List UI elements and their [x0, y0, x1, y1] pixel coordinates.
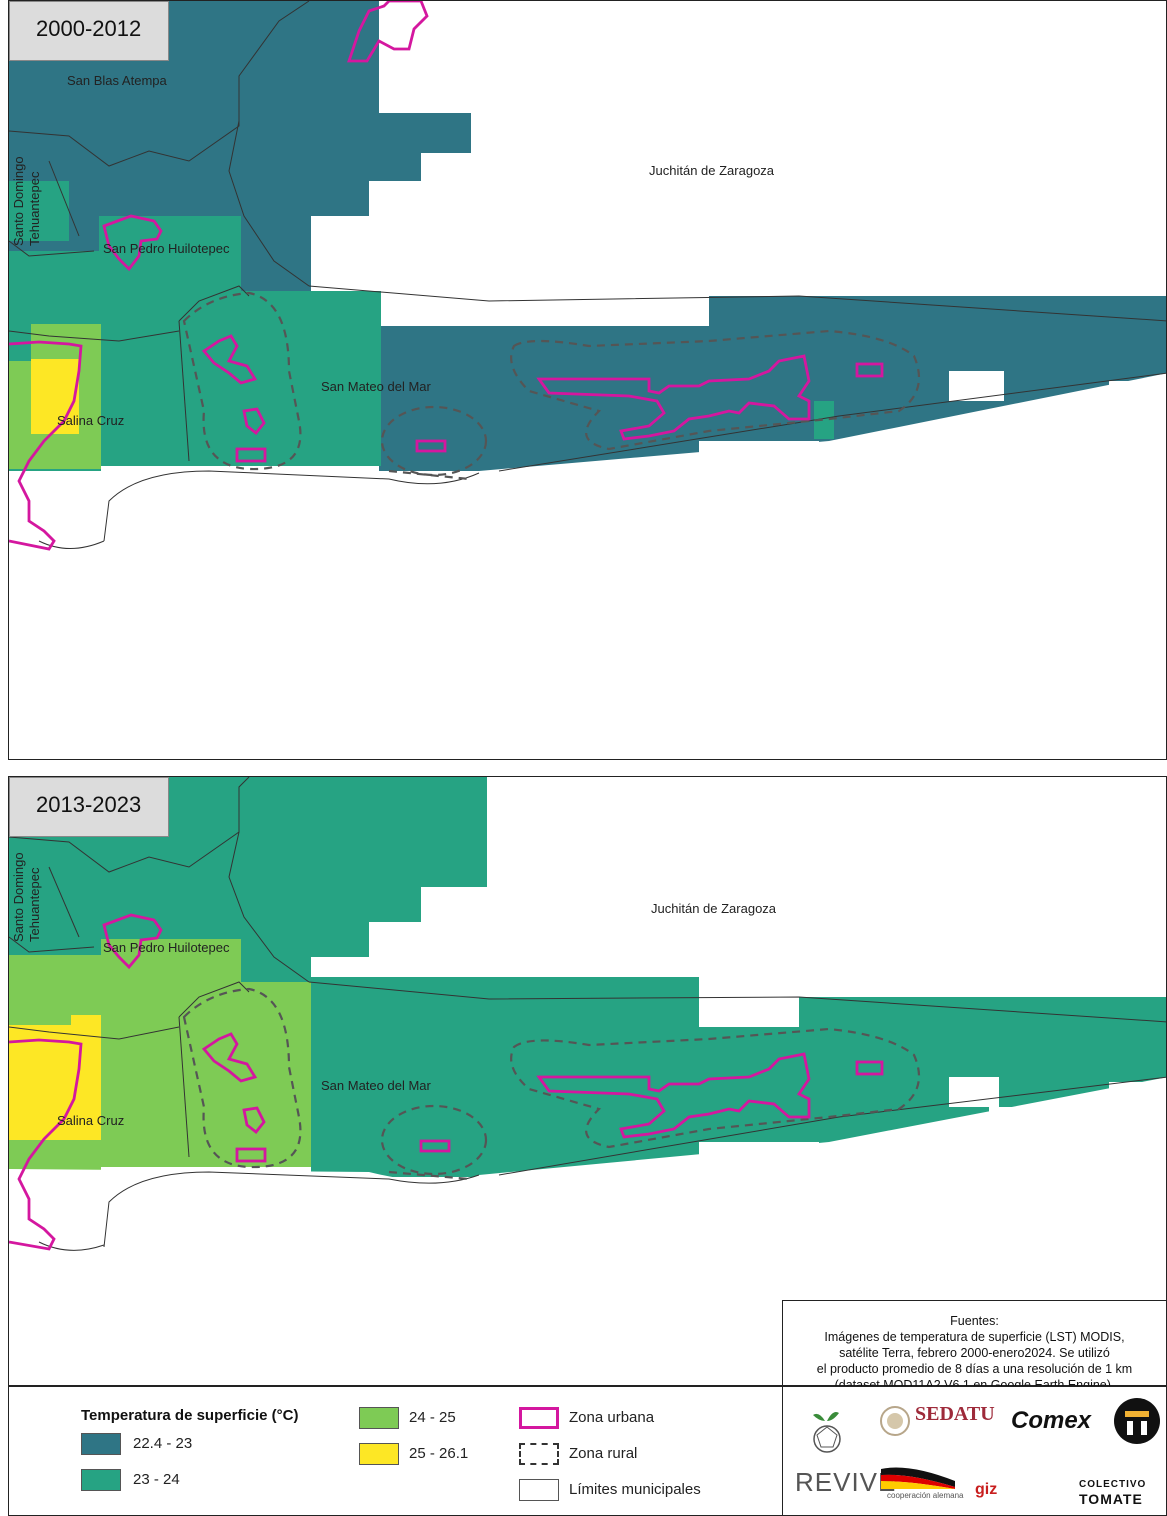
temperature-map-2013-2023 [9, 777, 1166, 1385]
giz-logo: giz [975, 1481, 998, 1498]
tomate-logo: TOMATE [1079, 1491, 1143, 1507]
cooperacion-logo: cooperación alemana [887, 1491, 964, 1500]
label-salina-cruz: Salina Cruz [57, 1113, 125, 1128]
comex-logo: Comex [1011, 1407, 1092, 1434]
label-santo-domingo: Santo Domingo [11, 852, 26, 942]
revive-network-icon [813, 1412, 841, 1453]
legend-label-22-23: 22.4 - 23 [133, 1435, 193, 1452]
label-san-mateo: San Mateo del Mar [321, 1078, 431, 1093]
legend-label-urban: Zona urbana [569, 1409, 655, 1426]
label-juchitan: Juchitán de Zaragoza [651, 901, 777, 916]
swatch-25-26 [359, 1443, 399, 1465]
label-juchitan: Juchitán de Zaragoza [649, 163, 775, 178]
rural-zones [182, 987, 921, 1181]
sources-box: Fuentes: Imágenes de temperatura de supe… [782, 1300, 1167, 1392]
label-santo-domingo: Santo Domingo [11, 156, 26, 246]
period-label: 2000-2012 [9, 1, 169, 61]
rural-zone-symbol [519, 1443, 559, 1465]
revive-logo: REVIVE [795, 1467, 897, 1497]
label-salina-cruz: Salina Cruz [57, 413, 125, 428]
colectivo-logo: COLECTIVO [1079, 1479, 1147, 1490]
sources-line: el producto promedio de 8 días a una res… [816, 1362, 1133, 1376]
temperature-map-2000-2012 [9, 1, 1166, 759]
label-tehuantepec: Tehuantepec [27, 171, 42, 246]
label-san-pedro: San Pedro Huilotepec [103, 940, 230, 955]
label-tehuantepec: Tehuantepec [27, 867, 42, 942]
legend-label-limits: Límites municipales [569, 1481, 701, 1498]
sources-line: satélite Terra, febrero 2000-enero2024. … [839, 1346, 1110, 1360]
label-san-blas: San Blas Atempa [67, 73, 167, 88]
urban-zones [102, 1, 884, 463]
swatch-24-25 [359, 1407, 399, 1429]
legend-title: Temperatura de superficie (°C) [81, 1407, 299, 1424]
legend-label-25-26: 25 - 26.1 [409, 1445, 469, 1462]
legend: Temperatura de superficie (°C) 22.4 - 23… [8, 1386, 783, 1516]
sources-line: Imágenes de temperatura de superficie (L… [824, 1330, 1125, 1344]
partner-round-icon [1114, 1398, 1160, 1444]
map-panel-2013-2023: 2013-2023 Juchitán de Zaragoza Santo Dom… [8, 776, 1167, 1386]
swatch-22-23 [81, 1433, 121, 1455]
legend-label-rural: Zona rural [569, 1445, 638, 1462]
class-25-26-area [9, 1015, 101, 1140]
map-panel-2000-2012: 2000-2012 San Blas Atempa Juchitán de Za… [8, 0, 1167, 760]
urban-zones [102, 913, 884, 1163]
limits-symbol [519, 1479, 559, 1501]
swatch-23-24 [81, 1469, 121, 1491]
period-label: 2013-2023 [9, 777, 169, 837]
label-san-pedro: San Pedro Huilotepec [103, 241, 230, 256]
partner-logos: REVIVE SEDATU Comex cooperación alemana … [782, 1386, 1167, 1516]
mexico-seal-icon [880, 1406, 910, 1436]
urban-zone-symbol [519, 1407, 559, 1429]
legend-label-24-25: 24 - 25 [409, 1409, 456, 1426]
sources-title: Fuentes: [950, 1314, 999, 1328]
german-flag-icon [881, 1467, 955, 1489]
class-25-26-area [31, 359, 79, 434]
sedatu-logo: SEDATU [915, 1403, 995, 1425]
rural-zones [182, 291, 921, 481]
label-san-mateo: San Mateo del Mar [321, 379, 431, 394]
legend-label-23-24: 23 - 24 [133, 1471, 180, 1488]
